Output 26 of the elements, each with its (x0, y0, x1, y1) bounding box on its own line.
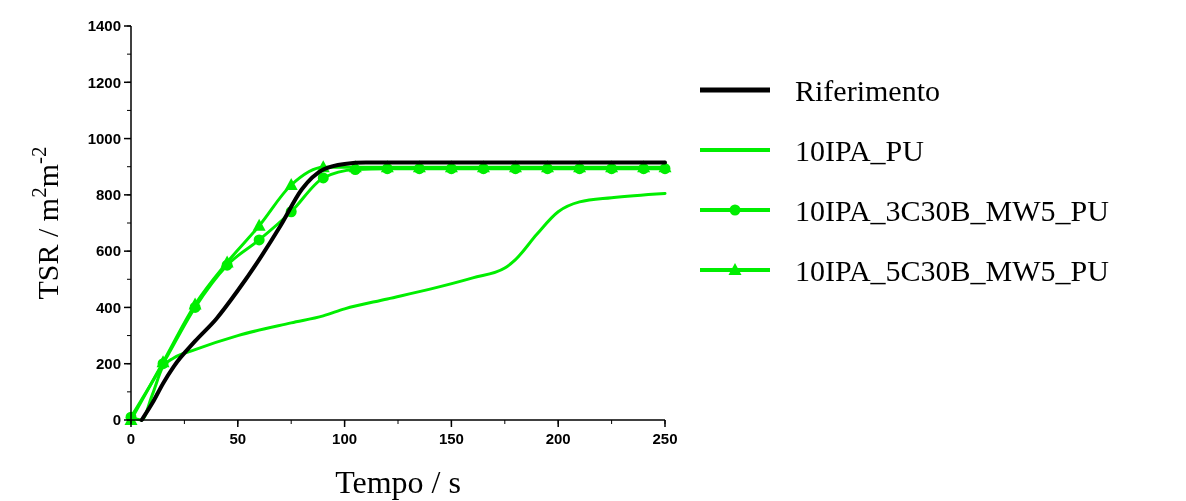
y-tick-label: 400 (95, 298, 121, 316)
x-tick-label: 250 (652, 430, 678, 447)
x-tick-label: 150 (438, 430, 464, 447)
legend-label: Riferimento (795, 73, 940, 107)
point (252, 218, 266, 231)
legend-label: 10IPA_5C30B_MW5_PU (795, 253, 1110, 287)
point (189, 301, 201, 313)
x-axis-title: Tempo / s (335, 464, 461, 500)
y-tick-label: 1400 (87, 17, 121, 35)
y-tick-label: 800 (95, 186, 121, 204)
point (221, 259, 233, 271)
legend-label: 10IPA_3C30B_MW5_PU (795, 193, 1110, 227)
y-tick-label: 0 (112, 411, 121, 429)
x-tick-label: 100 (332, 430, 358, 447)
y-tick-label: 600 (95, 242, 121, 260)
x-tick-label: 200 (545, 430, 571, 447)
y-tick-label: 1200 (87, 73, 121, 91)
point (253, 234, 265, 246)
point (349, 164, 361, 176)
point (284, 178, 298, 191)
point (317, 172, 329, 184)
y-tick-label: 200 (95, 354, 121, 372)
legend-label: 10IPA_PU (795, 133, 925, 167)
x-tick-label: 0 (126, 430, 136, 447)
x-tick-label: 50 (229, 430, 247, 447)
y-tick-label: 1000 (87, 129, 121, 147)
